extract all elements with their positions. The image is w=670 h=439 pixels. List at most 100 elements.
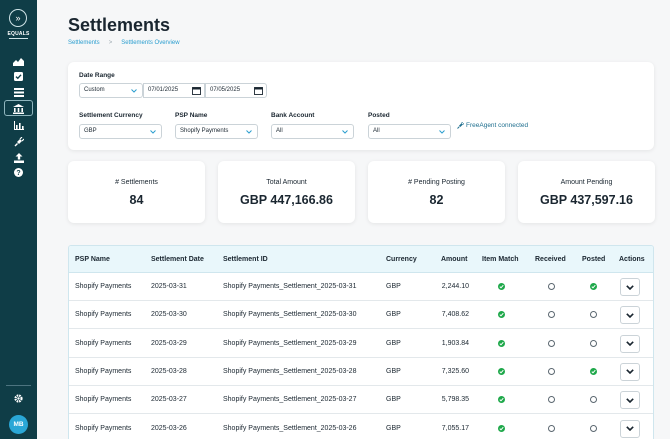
cell-amount: 2,244.10 bbox=[441, 283, 469, 290]
posted-check-icon bbox=[590, 367, 597, 375]
item-match-check-icon bbox=[498, 283, 505, 290]
cell-currency: GBP bbox=[386, 283, 401, 290]
chevron-down-icon bbox=[245, 125, 253, 138]
chevron-down-icon bbox=[130, 84, 138, 97]
column-header-posted[interactable]: Posted bbox=[582, 256, 606, 263]
column-header-item-match[interactable]: Item Match bbox=[482, 256, 519, 263]
end-date-input[interactable]: 07/05/2025 bbox=[205, 83, 267, 98]
cell-settlement-id[interactable]: Shopify Payments_Settlement_2025-03-28 bbox=[223, 367, 357, 375]
kpi-label: Total Amount bbox=[266, 179, 307, 186]
bar-chart-icon[interactable] bbox=[9, 119, 28, 132]
upload-icon[interactable] bbox=[9, 151, 28, 164]
table-row[interactable]: Shopify Payments 2025-03-30 Shopify Paymen… bbox=[69, 301, 653, 330]
main-content: Settlements Settlements > Settlements Ov… bbox=[37, 0, 670, 439]
row-actions-button[interactable] bbox=[620, 278, 640, 296]
cell-settlement-id[interactable]: Shopify Payments_Settlement_2025-03-30 bbox=[223, 311, 357, 319]
filters-panel: Date Range Custom 07/01/2025 07/05/2025 … bbox=[68, 62, 654, 150]
kpi-label: # Pending Posting bbox=[408, 179, 465, 186]
cell-amount: 5,798.35 bbox=[441, 396, 469, 404]
table-header: PSP Name Settlement Date Settlement ID C… bbox=[69, 246, 653, 273]
expand-sidebar-icon[interactable]: » bbox=[9, 9, 27, 27]
chevron-down-icon bbox=[149, 125, 157, 138]
help-icon[interactable]: ? bbox=[9, 166, 28, 179]
bank-icon[interactable] bbox=[9, 102, 28, 115]
cell-currency: GBP bbox=[386, 396, 401, 404]
item-match-check-icon bbox=[498, 311, 505, 319]
calendar-icon[interactable] bbox=[192, 86, 201, 95]
cell-currency: GBP bbox=[386, 424, 401, 432]
posted-select[interactable]: All bbox=[368, 124, 451, 139]
chevron-down-icon bbox=[341, 125, 349, 138]
chevron-down-icon bbox=[626, 341, 634, 347]
column-header-settlement-date[interactable]: Settlement Date bbox=[151, 256, 204, 263]
row-actions-button[interactable] bbox=[620, 362, 640, 381]
received-empty-circle-icon bbox=[548, 367, 555, 375]
item-match-check-icon bbox=[498, 339, 505, 347]
date-range-preset-value: Custom bbox=[84, 87, 105, 93]
cell-psp-name: Shopify Payments bbox=[75, 424, 132, 432]
table-row[interactable]: Shopify Payments 2025-03-27 Shopify Paymen… bbox=[69, 386, 653, 415]
cell-settlement-id[interactable]: Shopify Payments_Settlement_2025-03-29 bbox=[223, 339, 357, 347]
cell-psp-name: Shopify Payments bbox=[75, 283, 132, 290]
table-row[interactable]: Shopify Payments 2025-03-31 Shopify Paymen… bbox=[69, 273, 653, 301]
plug-icon[interactable] bbox=[9, 135, 28, 148]
psp-name-select[interactable]: Shopify Payments bbox=[175, 124, 258, 139]
svg-text:?: ? bbox=[16, 170, 20, 177]
bank-account-label: Bank Account bbox=[271, 112, 315, 119]
item-match-check-icon bbox=[498, 396, 505, 404]
column-header-received[interactable]: Received bbox=[535, 256, 566, 263]
cell-settlement-date: 2025-03-30 bbox=[151, 311, 187, 319]
settlement-currency-select[interactable]: GBP bbox=[79, 124, 162, 139]
kpi-value: 84 bbox=[129, 193, 144, 207]
calendar-icon[interactable] bbox=[254, 86, 263, 95]
kpi-label: # Settlements bbox=[115, 179, 158, 186]
gear-icon[interactable] bbox=[9, 392, 28, 405]
list-icon[interactable] bbox=[9, 86, 28, 99]
bank-account-value: All bbox=[276, 128, 283, 134]
row-actions-button[interactable] bbox=[620, 391, 640, 410]
chevron-down-icon bbox=[626, 369, 634, 375]
settlement-currency-label: Settlement Currency bbox=[79, 112, 143, 119]
breadcrumb-item-settlements[interactable]: Settlements bbox=[68, 40, 100, 46]
sidebar-divider bbox=[6, 385, 31, 386]
cell-settlement-id[interactable]: Shopify Payments_Settlement_2025-03-31 bbox=[223, 283, 357, 290]
date-range-preset-select[interactable]: Custom bbox=[79, 83, 143, 98]
date-range-label: Date Range bbox=[79, 72, 115, 79]
bank-account-select[interactable]: All bbox=[271, 124, 354, 139]
kpi-card-settlements: # Settlements 84 bbox=[68, 161, 205, 223]
psp-name-label: PSP Name bbox=[175, 112, 208, 119]
psp-name-value: Shopify Payments bbox=[180, 128, 229, 134]
kpi-card-pending-posting: # Pending Posting 82 bbox=[368, 161, 505, 223]
breadcrumb-item-overview[interactable]: Settlements Overview bbox=[121, 40, 180, 46]
cell-psp-name: Shopify Payments bbox=[75, 311, 132, 319]
logo: EQUALS bbox=[7, 31, 30, 37]
row-actions-button[interactable] bbox=[620, 306, 640, 325]
column-header-amount[interactable]: Amount bbox=[441, 256, 468, 263]
avatar[interactable]: MB bbox=[9, 415, 28, 434]
cell-settlement-date: 2025-03-26 bbox=[151, 424, 187, 432]
cell-settlement-date: 2025-03-29 bbox=[151, 339, 187, 347]
cell-settlement-id[interactable]: Shopify Payments_Settlement_2025-03-27 bbox=[223, 396, 357, 404]
row-actions-button[interactable] bbox=[620, 419, 640, 438]
table-row[interactable]: Shopify Payments 2025-03-29 Shopify Paymen… bbox=[69, 329, 653, 358]
row-actions-button[interactable] bbox=[620, 334, 640, 353]
chevron-down-icon bbox=[626, 426, 634, 431]
start-date-input[interactable]: 07/01/2025 bbox=[143, 83, 205, 98]
table-row[interactable]: Shopify Payments 2025-03-26 Shopify Paymen… bbox=[69, 414, 653, 439]
check-square-icon[interactable] bbox=[9, 70, 28, 83]
cell-settlement-id[interactable]: Shopify Payments_Settlement_2025-03-26 bbox=[223, 424, 357, 432]
chevron-down-icon bbox=[438, 125, 446, 138]
freeagent-status[interactable]: FreeAgent connected bbox=[457, 122, 528, 129]
cell-psp-name: Shopify Payments bbox=[75, 339, 132, 347]
column-header-currency[interactable]: Currency bbox=[386, 256, 417, 263]
column-header-psp-name[interactable]: PSP Name bbox=[75, 256, 110, 263]
end-date-value: 07/05/2025 bbox=[210, 87, 241, 93]
cell-settlement-date: 2025-03-28 bbox=[151, 367, 187, 375]
column-header-settlement-id[interactable]: Settlement ID bbox=[223, 256, 268, 263]
settlements-table: PSP Name Settlement Date Settlement ID C… bbox=[68, 245, 654, 439]
settlement-currency-value: GBP bbox=[84, 128, 97, 134]
table-row[interactable]: Shopify Payments 2025-03-28 Shopify Paymen… bbox=[69, 357, 653, 386]
sidebar: » EQUALS ? MB bbox=[0, 0, 37, 439]
area-chart-icon[interactable] bbox=[9, 55, 28, 68]
